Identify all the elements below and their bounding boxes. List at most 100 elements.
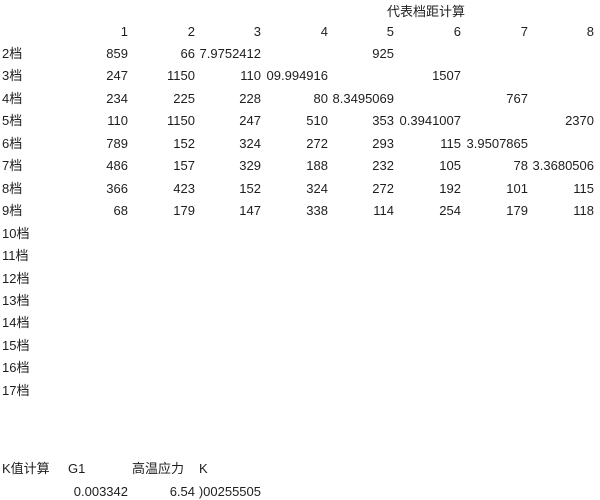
data-cell[interactable]: 366 — [68, 178, 130, 200]
column-header-text: 4 — [320, 24, 328, 39]
data-cell[interactable]: 179 — [132, 200, 197, 222]
data-cell[interactable]: 78 — [465, 155, 530, 177]
data-cell[interactable]: 110 — [68, 110, 130, 132]
row-label[interactable]: 2档 — [2, 46, 23, 61]
column-header[interactable]: 8 — [532, 21, 596, 43]
data-cell[interactable]: 272 — [332, 178, 396, 200]
data-cell[interactable]: 192 — [398, 178, 463, 200]
column-header[interactable]: 7 — [465, 21, 530, 43]
data-cell[interactable]: 324 — [199, 133, 263, 155]
row-label[interactable]: 13档 — [2, 292, 30, 308]
data-cell[interactable]: 1150 — [132, 65, 197, 87]
data-cell-text: 2370 — [565, 113, 594, 129]
footer-header[interactable]: 高温应力 — [132, 461, 185, 476]
data-cell-text: 329 — [239, 158, 261, 174]
data-cell[interactable]: 105 — [398, 155, 463, 177]
column-header[interactable]: 4 — [265, 21, 330, 43]
column-header[interactable]: 5 — [332, 21, 396, 43]
row-label[interactable]: 12档 — [2, 270, 30, 286]
column-header-text: 6 — [453, 24, 461, 39]
column-header[interactable]: 2 — [132, 21, 197, 43]
row-label[interactable]: 4档 — [2, 90, 23, 106]
data-cell[interactable]: 115 — [398, 133, 463, 155]
column-header[interactable]: 3 — [199, 21, 263, 43]
row-label[interactable]: 14档 — [2, 315, 30, 331]
data-cell[interactable]: 188 — [265, 155, 330, 177]
data-cell[interactable]: 114 — [332, 200, 396, 222]
data-cell[interactable]: 234 — [68, 88, 130, 110]
data-cell[interactable]: 228 — [199, 88, 263, 110]
row-label[interactable]: 16档 — [2, 360, 30, 376]
sheet-row: 3档 247 1150 110 09.994916 1507 — [0, 65, 600, 87]
sheet-row: 1 2 3 4 5 6 7 8 — [0, 21, 600, 43]
data-cell[interactable]: 338 — [265, 200, 330, 222]
data-cell-text: 7.9752412 — [199, 46, 261, 61]
data-cell[interactable]: 101 — [465, 178, 530, 200]
data-cell[interactable]: 09.994916 — [265, 65, 330, 87]
data-cell[interactable]: 423 — [132, 178, 197, 200]
data-cell[interactable]: 152 — [132, 133, 197, 155]
data-cell[interactable]: 859 — [68, 43, 130, 65]
footer-value-cell[interactable]: 6.54 — [132, 481, 197, 500]
data-cell[interactable]: 80 — [265, 88, 330, 110]
row-label[interactable]: 9档 — [2, 203, 23, 219]
sheet-row: 14档 — [0, 312, 600, 334]
data-cell[interactable]: 66 — [132, 43, 197, 65]
footer-section-label[interactable]: K值计算 — [2, 461, 50, 476]
data-cell[interactable]: 272 — [265, 133, 330, 155]
data-cell[interactable]: 147 — [199, 200, 263, 222]
data-cell[interactable]: 293 — [332, 133, 396, 155]
column-header-text: 1 — [120, 24, 128, 39]
data-cell[interactable]: 353 — [332, 110, 396, 132]
sheet-row: 13档 — [0, 290, 600, 312]
data-cell[interactable]: 2370 — [532, 110, 596, 132]
data-cell[interactable]: 767 — [465, 88, 530, 110]
data-cell[interactable]: 0.3941007 — [398, 110, 463, 132]
data-cell[interactable]: 115 — [532, 178, 596, 200]
row-label[interactable]: 8档 — [2, 180, 23, 196]
footer-value-cell[interactable]: 0.003342 — [68, 481, 130, 500]
row-label[interactable]: 11档 — [2, 248, 29, 264]
row-label[interactable]: 10档 — [2, 225, 30, 241]
data-cell-text: 324 — [306, 180, 328, 196]
data-cell[interactable]: 7.9752412 — [199, 43, 263, 65]
data-cell[interactable]: 110 — [199, 65, 263, 87]
footer-value-cell[interactable]: )00255505 — [199, 481, 263, 500]
data-cell[interactable]: 254 — [398, 200, 463, 222]
data-cell[interactable]: 179 — [465, 200, 530, 222]
data-cell[interactable]: 247 — [68, 65, 130, 87]
data-cell[interactable]: 1150 — [132, 110, 197, 132]
row-label[interactable]: 5档 — [2, 113, 23, 129]
data-cell[interactable]: 329 — [199, 155, 263, 177]
data-cell[interactable]: 157 — [132, 155, 197, 177]
data-cell[interactable]: 486 — [68, 155, 130, 177]
row-label[interactable]: 15档 — [2, 337, 30, 353]
row-label[interactable]: 7档 — [2, 158, 23, 174]
data-cell[interactable]: 118 — [532, 200, 596, 222]
data-cell[interactable]: 1507 — [398, 65, 463, 87]
data-cell[interactable]: 3.3680506 — [532, 155, 596, 177]
data-cell[interactable]: 324 — [265, 178, 330, 200]
footer-header[interactable]: K — [199, 461, 208, 476]
data-cell[interactable]: 789 — [68, 133, 130, 155]
data-cell[interactable]: 68 — [68, 200, 130, 222]
data-cell[interactable]: 510 — [265, 110, 330, 132]
footer-header[interactable]: G1 — [68, 461, 86, 476]
data-cell[interactable]: 925 — [332, 43, 396, 65]
data-cell[interactable]: 232 — [332, 155, 396, 177]
data-cell-text: 228 — [239, 90, 261, 106]
data-cell-text: 486 — [106, 158, 128, 174]
data-cell[interactable]: 152 — [199, 178, 263, 200]
data-cell-text: 225 — [173, 90, 195, 106]
data-cell[interactable]: 3.9507865 — [465, 133, 530, 155]
row-label[interactable]: 6档 — [2, 135, 23, 151]
row-label[interactable]: 3档 — [2, 68, 23, 84]
footer-value-cell-text: 0.003342 — [73, 483, 128, 499]
column-header[interactable]: 1 — [68, 21, 130, 43]
data-cell[interactable]: 247 — [199, 110, 263, 132]
row-label[interactable]: 17档 — [2, 382, 30, 398]
data-cell-text: 254 — [439, 203, 461, 219]
data-cell[interactable]: 225 — [132, 88, 197, 110]
column-header[interactable]: 6 — [398, 21, 463, 43]
data-cell[interactable]: 8.3495069 — [332, 88, 396, 110]
